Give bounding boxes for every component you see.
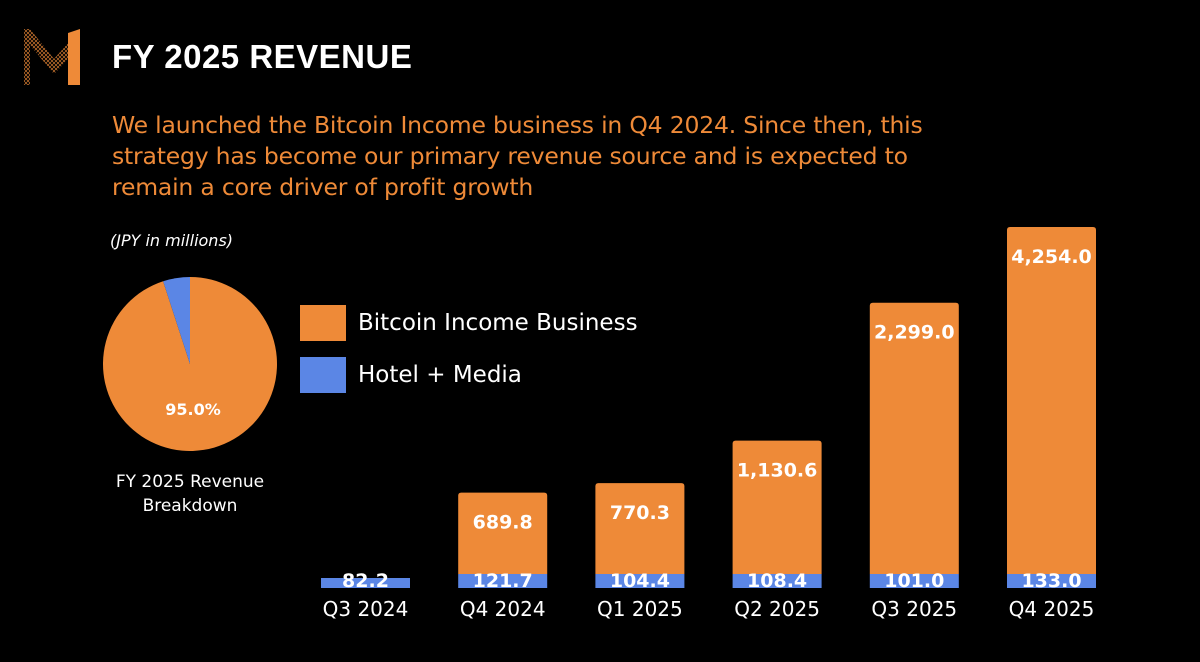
x-tick-label: Q2 2025 (734, 597, 820, 621)
pie-slice-hotel-media (163, 277, 190, 364)
bar-hotel-media-q4-2024 (458, 574, 548, 588)
bar-label-bitcoin: 770.3 (610, 502, 670, 524)
bar-hotel-media-q3-2024 (321, 578, 410, 588)
x-tick-label: Q4 2024 (460, 597, 546, 621)
bar-label-hotel-media: 101.0 (884, 570, 944, 592)
bar-label-hotel-media: 108.4 (747, 570, 807, 592)
bar-label-hotel-media: 121.7 (473, 570, 533, 592)
chart-legend: Bitcoin Income Business Hotel + Media (300, 305, 638, 409)
x-tick-label: Q1 2025 (597, 597, 683, 621)
page-subtitle: We launched the Bitcoin Income business … (112, 111, 923, 201)
bar-hotel-media-q4-2025 (1007, 574, 1096, 588)
pie-caption: FY 2025 Revenue Breakdown (115, 472, 265, 516)
bar-label-hotel-media: 82.2 (342, 570, 389, 592)
legend-item-bitcoin: Bitcoin Income Business (300, 305, 638, 341)
x-tick-label: Q4 2025 (1009, 597, 1095, 621)
bar-bitcoin-q2-2025 (732, 440, 822, 574)
bar-label-bitcoin: 689.8 (473, 512, 533, 534)
x-tick-label: Q3 2024 (323, 597, 409, 621)
legend-label-bitcoin: Bitcoin Income Business (358, 310, 638, 336)
page-title: FY 2025 REVENUE (112, 38, 413, 75)
revenue-pie-chart: 95.0% (102, 277, 277, 451)
bar-hotel-media-q1-2025 (595, 574, 685, 588)
bar-label-bitcoin: 4,254.0 (1011, 246, 1092, 268)
bar-hotel-media-q3-2025 (869, 574, 959, 588)
company-logo (24, 29, 80, 85)
pie-slice-bitcoin (102, 277, 277, 451)
bar-label-hotel-media: 104.4 (610, 570, 670, 592)
bar-label-hotel-media: 133.0 (1021, 570, 1081, 592)
units-label: (JPY in millions) (110, 231, 234, 250)
bar-bitcoin-q1-2025 (595, 483, 685, 574)
legend-swatch-hotel-media (300, 357, 346, 393)
x-tick-label: Q3 2025 (871, 597, 957, 621)
bar-hotel-media-q2-2025 (732, 574, 822, 588)
legend-label-hotel-media: Hotel + Media (358, 362, 522, 388)
pie-slice-label: 95.0% (165, 400, 221, 419)
bar-label-bitcoin: 1,130.6 (737, 460, 818, 482)
legend-item-hotel-media: Hotel + Media (300, 357, 638, 393)
bar-bitcoin-q3-2025 (869, 302, 959, 574)
bar-bitcoin-q4-2024 (458, 492, 548, 574)
legend-swatch-bitcoin (300, 305, 346, 341)
bar-label-bitcoin: 2,299.0 (874, 322, 955, 344)
bar-bitcoin-q4-2025 (1007, 227, 1096, 574)
